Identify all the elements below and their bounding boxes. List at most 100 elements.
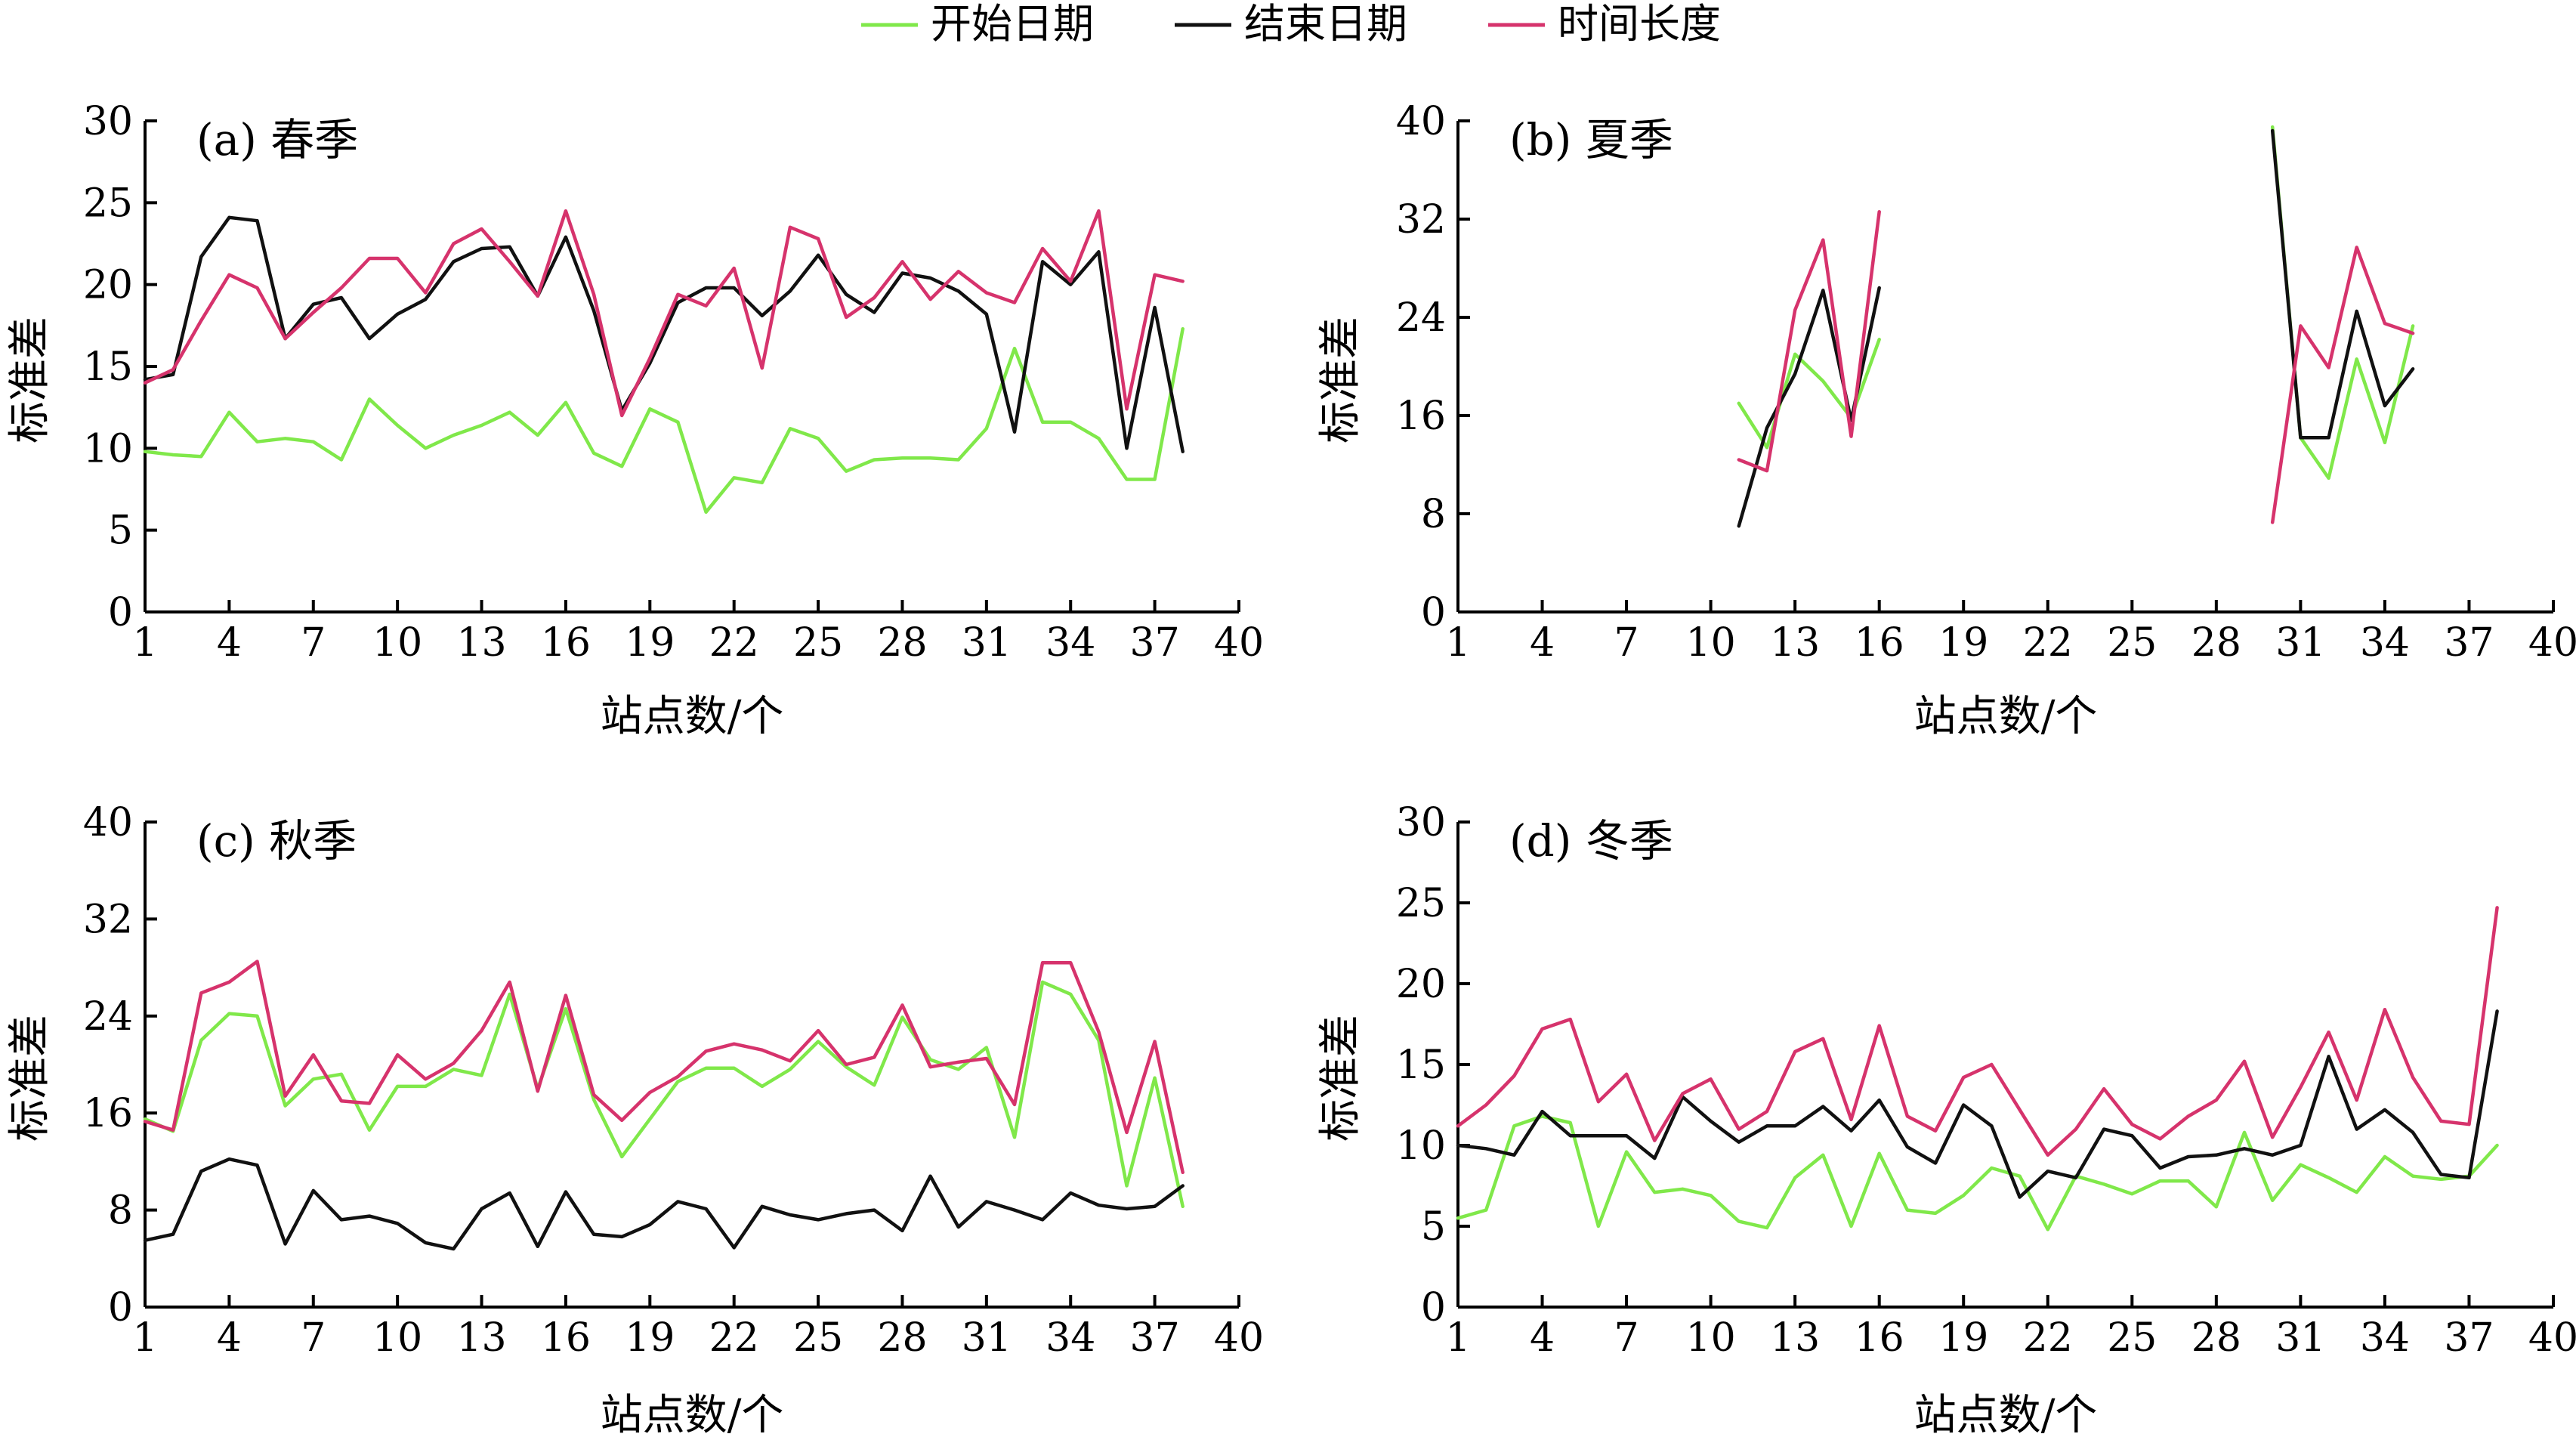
data-point: [2018, 1108, 2022, 1111]
data-point: [2299, 324, 2302, 327]
data-point: [452, 1068, 455, 1071]
y-tick-label: 32: [1396, 197, 1446, 243]
data-point: [1097, 1031, 1100, 1034]
data-point: [901, 272, 903, 274]
data-point: [620, 1119, 623, 1122]
x-tick-label: 31: [962, 620, 1012, 666]
x-tick-label: 40: [1214, 620, 1264, 666]
y-tick-label: 16: [1396, 394, 1446, 439]
data-point: [2355, 1128, 2358, 1131]
data-point: [480, 1029, 483, 1032]
series-line: [2270, 246, 2415, 524]
data-point: [1097, 209, 1100, 212]
data-point: [1906, 1115, 1909, 1117]
data-point: [1878, 210, 1881, 213]
data-point: [368, 257, 371, 260]
data-point: [845, 470, 848, 473]
data-point: [144, 1117, 147, 1120]
data-point: [873, 1209, 876, 1212]
data-point: [284, 337, 287, 340]
data-point: [2383, 1008, 2386, 1011]
y-tick-label: 32: [83, 897, 133, 942]
data-point: [1737, 524, 1740, 527]
data-point: [2411, 1131, 2414, 1134]
data-point: [648, 357, 651, 360]
x-tick-label: 31: [2275, 620, 2325, 666]
data-point: [1154, 1205, 1157, 1208]
data-point: [1181, 327, 1185, 330]
data-point: [620, 1235, 623, 1238]
data-point: [508, 246, 511, 249]
data-point: [1850, 1225, 1852, 1228]
data-point: [340, 296, 343, 299]
data-point: [1934, 1162, 1937, 1164]
series-line: [143, 1157, 1185, 1251]
data-point: [1512, 1074, 1515, 1077]
data-point: [1097, 1204, 1100, 1207]
data-point: [2102, 1182, 2105, 1185]
data-point: [789, 1068, 792, 1071]
data-point: [2327, 477, 2330, 480]
data-point: [1126, 407, 1128, 410]
data-point: [424, 298, 427, 301]
data-point: [592, 1233, 595, 1236]
chart-panel-2: 0 8 16 24 32 40 1 4 7 10 13 16 19 22 25 28 31 34 37 40 站点数/个…: [1316, 99, 2576, 741]
data-point: [480, 1074, 483, 1077]
data-point: [1850, 1130, 1852, 1133]
data-point: [312, 440, 315, 443]
data-point: [536, 1245, 539, 1248]
x-tick-label: 34: [1046, 620, 1095, 666]
data-point: [705, 1067, 708, 1070]
data-point: [2271, 125, 2274, 128]
data-point: [845, 316, 848, 319]
data-point: [2074, 1128, 2077, 1131]
y-tick-label: 5: [108, 508, 133, 554]
data-point: [2130, 1192, 2133, 1195]
data-point: [1484, 1147, 1487, 1150]
data-point: [1154, 306, 1157, 309]
data-point: [480, 227, 483, 230]
data-point: [817, 254, 820, 257]
data-point: [2271, 1199, 2274, 1202]
data-point: [1126, 1185, 1128, 1187]
data-point: [817, 237, 820, 240]
x-tick-label: 16: [541, 620, 591, 666]
data-point: [1681, 1092, 1684, 1095]
data-point: [171, 1233, 175, 1236]
data-point: [1456, 1216, 1459, 1219]
x-tick-label: 7: [1614, 620, 1639, 666]
series-2: [143, 215, 1185, 453]
x-tick-label: 1: [132, 1315, 157, 1361]
series-line: [143, 980, 1185, 1209]
legend-item-1: 开始日期: [861, 0, 1094, 48]
data-point: [199, 991, 202, 994]
data-point: [564, 236, 567, 239]
data-point: [312, 1077, 315, 1080]
data-point: [396, 424, 399, 427]
data-point: [733, 1246, 736, 1249]
data-point: [1041, 981, 1044, 984]
series-line: [143, 215, 1185, 453]
data-point: [929, 298, 932, 301]
x-tick-label: 37: [1130, 1315, 1180, 1361]
data-point: [620, 1155, 623, 1158]
data-point: [227, 216, 230, 219]
data-point: [1765, 1124, 1768, 1127]
x-axis-label: 站点数/个: [1914, 692, 2098, 741]
data-point: [368, 1215, 371, 1218]
data-point: [312, 1053, 315, 1056]
data-point: [144, 378, 147, 381]
data-point: [845, 293, 848, 296]
data-point: [256, 219, 258, 222]
data-point: [1541, 1115, 1543, 1117]
data-point: [1821, 380, 1824, 382]
data-point: [1154, 273, 1157, 277]
data-point: [817, 437, 820, 440]
data-point: [2496, 906, 2499, 909]
data-point: [901, 260, 903, 263]
data-point: [845, 1063, 848, 1066]
data-point: [396, 1222, 399, 1225]
data-point: [1737, 459, 1740, 461]
data-point: [284, 1105, 287, 1108]
data-point: [340, 1073, 343, 1076]
